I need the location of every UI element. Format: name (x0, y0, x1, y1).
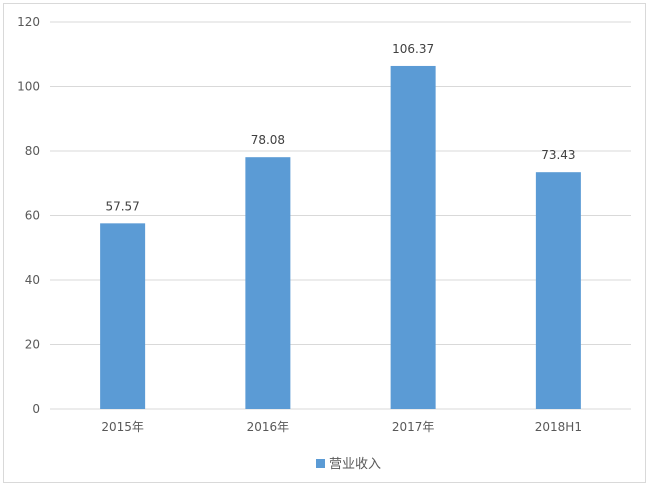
x-tick-label: 2015年 (101, 420, 144, 434)
data-labels: 57.57 78.08 106.37 73.43 (105, 42, 575, 213)
y-tick-label: 20 (25, 338, 40, 352)
y-tick-label: 60 (25, 209, 40, 223)
bar (100, 223, 146, 409)
bar (390, 65, 436, 409)
y-tick-label: 100 (17, 80, 40, 94)
y-tick-label: 80 (25, 144, 40, 158)
data-label: 57.57 (105, 199, 139, 213)
data-label: 106.37 (392, 42, 434, 56)
legend: 营业收入 (316, 457, 381, 472)
y-tick-label: 0 (32, 402, 40, 416)
bar (535, 172, 581, 409)
y-tick-label: 40 (25, 273, 40, 287)
y-tick-label: 120 (17, 15, 40, 29)
y-axis-ticks: 0 20 40 60 80 100 120 (17, 15, 40, 416)
data-label: 78.08 (251, 133, 285, 147)
bar (245, 157, 291, 409)
bars (100, 65, 581, 409)
legend-swatch (316, 459, 325, 468)
x-tick-label: 2017年 (392, 420, 435, 434)
legend-label: 营业收入 (329, 457, 381, 472)
x-tick-label: 2016年 (247, 420, 290, 434)
x-axis-ticks: 2015年 2016年 2017年 2018H1 (101, 420, 582, 434)
gridlines (50, 21, 631, 410)
x-tick-label: 2018H1 (535, 420, 582, 434)
data-label: 73.43 (541, 148, 575, 162)
